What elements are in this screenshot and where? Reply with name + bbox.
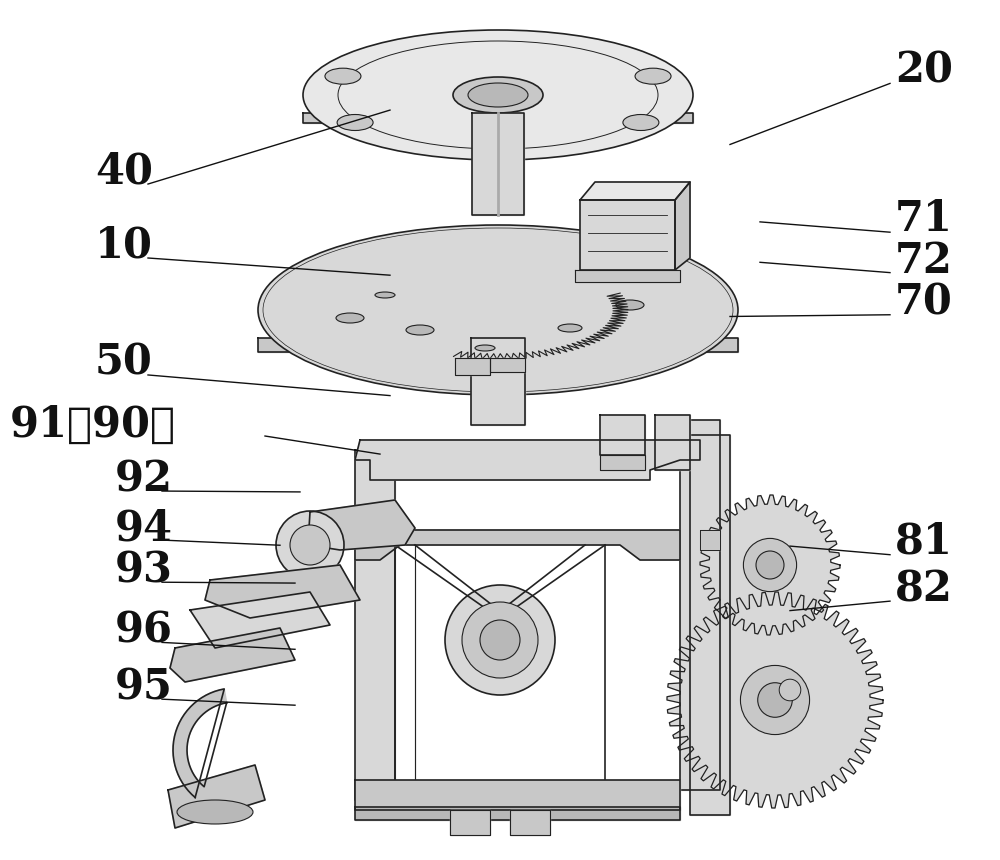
Text: 96: 96 <box>115 610 173 651</box>
Polygon shape <box>303 113 693 123</box>
Polygon shape <box>600 415 645 455</box>
Text: 82: 82 <box>895 568 953 610</box>
Text: 95: 95 <box>115 667 173 709</box>
Polygon shape <box>190 592 330 648</box>
Polygon shape <box>355 530 680 560</box>
Ellipse shape <box>303 30 693 160</box>
Polygon shape <box>490 358 525 372</box>
Polygon shape <box>168 765 265 828</box>
Polygon shape <box>667 592 883 808</box>
Text: 93: 93 <box>115 550 173 591</box>
Polygon shape <box>525 268 585 296</box>
Text: 81: 81 <box>895 521 953 562</box>
Text: 50: 50 <box>95 342 153 384</box>
Polygon shape <box>355 807 680 820</box>
Polygon shape <box>580 200 675 270</box>
Text: 94: 94 <box>115 507 173 549</box>
Circle shape <box>743 538 797 592</box>
Polygon shape <box>700 495 840 635</box>
Text: 70: 70 <box>895 282 953 323</box>
Text: 20: 20 <box>895 50 953 91</box>
Ellipse shape <box>375 292 395 298</box>
Polygon shape <box>450 810 490 835</box>
Text: 91（90）: 91（90） <box>10 404 176 445</box>
Ellipse shape <box>468 83 528 107</box>
Polygon shape <box>655 415 690 470</box>
Polygon shape <box>258 338 738 352</box>
Ellipse shape <box>558 324 582 332</box>
Polygon shape <box>580 182 690 200</box>
Polygon shape <box>510 810 550 835</box>
Ellipse shape <box>325 68 361 84</box>
Text: 10: 10 <box>95 224 153 266</box>
Polygon shape <box>471 338 525 425</box>
Circle shape <box>290 525 330 565</box>
Ellipse shape <box>406 325 434 335</box>
Ellipse shape <box>336 313 364 323</box>
Text: 71: 71 <box>895 199 953 240</box>
Ellipse shape <box>258 225 738 395</box>
Ellipse shape <box>635 68 671 84</box>
Circle shape <box>276 511 344 579</box>
Polygon shape <box>600 455 645 470</box>
Circle shape <box>756 551 784 579</box>
Polygon shape <box>173 689 227 797</box>
Circle shape <box>445 585 555 695</box>
Polygon shape <box>700 530 720 550</box>
Circle shape <box>779 679 801 701</box>
Polygon shape <box>680 420 720 790</box>
Text: 72: 72 <box>895 240 953 281</box>
Polygon shape <box>355 450 395 800</box>
Text: 92: 92 <box>115 458 173 500</box>
Polygon shape <box>455 358 490 375</box>
Ellipse shape <box>623 114 659 131</box>
Circle shape <box>740 666 810 734</box>
Circle shape <box>462 602 538 678</box>
Ellipse shape <box>453 77 543 113</box>
Polygon shape <box>355 440 700 480</box>
Circle shape <box>758 683 792 717</box>
Polygon shape <box>170 628 295 682</box>
Ellipse shape <box>177 800 253 824</box>
Polygon shape <box>472 113 524 215</box>
Ellipse shape <box>337 114 373 131</box>
Polygon shape <box>205 565 360 618</box>
Circle shape <box>480 620 520 660</box>
Polygon shape <box>575 270 680 282</box>
Polygon shape <box>690 435 730 815</box>
Polygon shape <box>308 500 415 550</box>
Ellipse shape <box>616 300 644 310</box>
Ellipse shape <box>475 345 495 351</box>
Text: 40: 40 <box>95 151 153 193</box>
Polygon shape <box>675 182 690 270</box>
Polygon shape <box>355 780 680 810</box>
